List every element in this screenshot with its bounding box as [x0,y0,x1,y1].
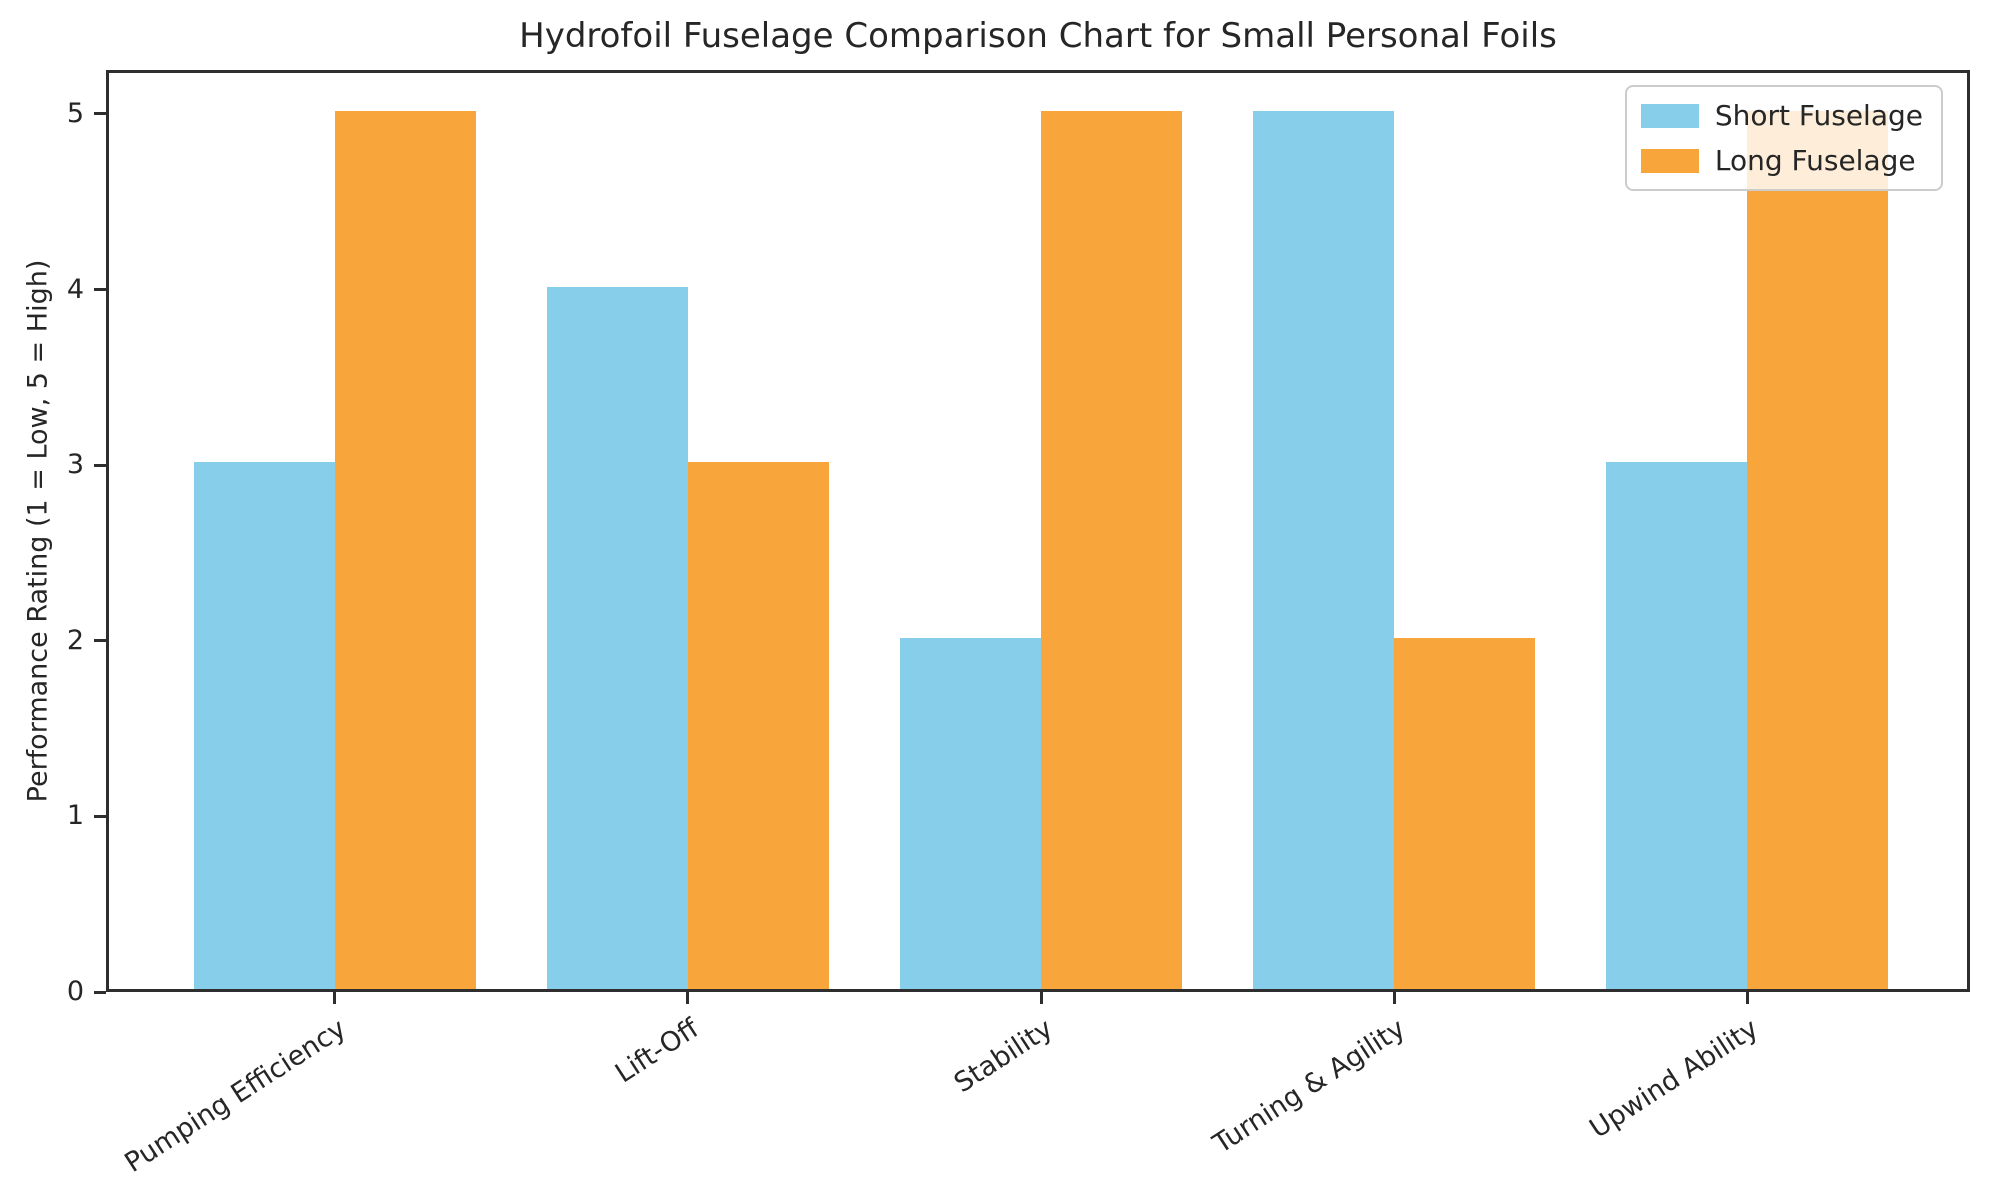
y-tick-label: 4 [66,273,84,305]
x-tick-label-lift-off: Lift-Off [610,1013,705,1090]
x-tick-mark [333,992,337,1004]
chart-title: Hydrofoil Fuselage Comparison Chart for … [519,16,1557,56]
x-tick-label-upwind-ability: Upwind Ability [1584,1013,1764,1145]
legend-label-long-fuselage: Long Fuselage [1714,144,1916,177]
legend-item-long-fuselage: Long Fuselage [1640,144,1923,177]
y-tick-label: 2 [66,624,84,656]
bar-short-fuselage-upwind-ability [1605,462,1748,989]
bar-short-fuselage-lift-off [546,286,688,989]
y-tick-mark [94,814,106,818]
x-tick-label-pumping-efficiency: Pumping Efficiency [119,1013,352,1179]
y-tick-label: 5 [66,97,84,129]
y-tick-label: 1 [66,800,84,832]
legend-swatch-long-fuselage [1640,148,1699,173]
bar-long-fuselage-lift-off [687,462,830,989]
y-axis-label: Performance Rating (1 = Low, 5 = High) [22,259,54,803]
x-tick-mark [1392,992,1396,1004]
bar-short-fuselage-stability [899,637,1041,989]
y-tick-mark [94,112,106,116]
plot-area: Pumping Efficiency Lift-Off Stability Turni… [67,70,1970,1179]
y-tick-label: 0 [66,976,84,1007]
legend: Short Fuselage Long Fuselage [1624,85,1943,191]
y-tick-mark [94,990,106,994]
bar-long-fuselage-pumping-efficiency [334,110,477,989]
y-tick-mark [94,463,106,467]
y-tick-mark [94,288,106,292]
bar-long-fuselage-stability [1041,110,1183,989]
y-tick-mark [94,639,106,643]
bar-long-fuselage-turning-agility [1394,637,1536,989]
x-tick-mark [1745,992,1749,1004]
legend-item-short-fuselage: Short Fuselage [1640,99,1923,132]
x-tick-label-stability: Stability [948,1013,1058,1100]
bar-short-fuselage-pumping-efficiency [193,462,335,989]
y-tick-label: 3 [66,449,84,481]
legend-swatch-short-fuselage [1640,103,1699,128]
legend-label-short-fuselage: Short Fuselage [1714,99,1923,132]
x-tick-mark [1039,992,1043,1004]
bar-short-fuselage-turning-agility [1252,110,1395,989]
x-tick-mark [686,992,690,1004]
bar-long-fuselage-upwind-ability [1747,110,1889,989]
x-tick-label-turning-agility: Turning & Agility [1207,1013,1411,1160]
